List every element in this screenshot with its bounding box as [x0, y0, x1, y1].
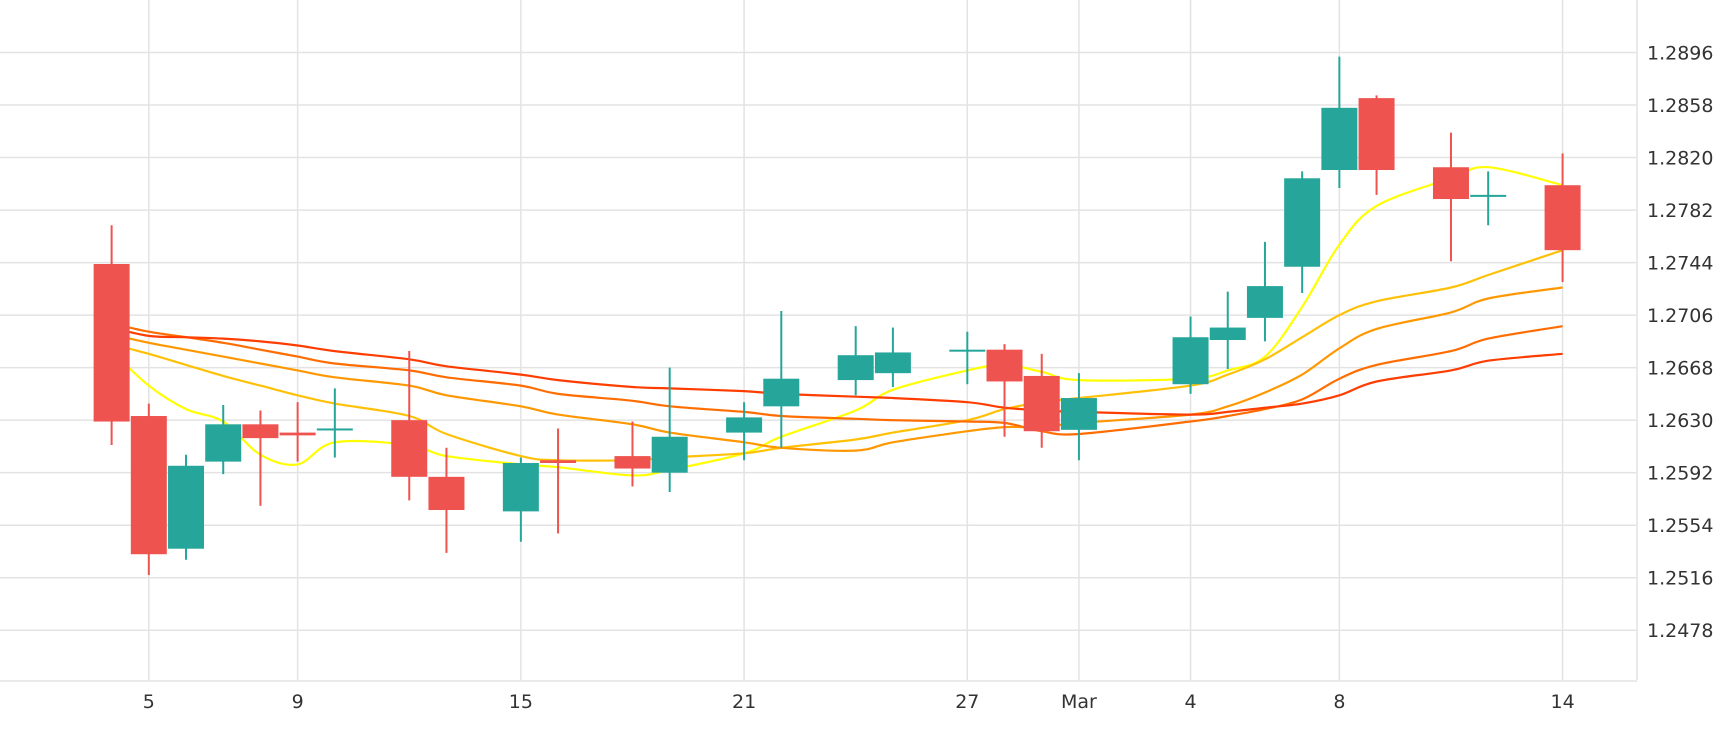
- candle-down: [1023, 353, 1060, 448]
- candle-up: [1246, 241, 1283, 342]
- y-axis: 1.2896 1.2858 1.2820 1.2782 1.2744 1.2706 1.26…: [1647, 43, 1713, 643]
- x-tick-label: 27: [955, 691, 979, 713]
- candle-up: [1284, 171, 1321, 294]
- y-tick-label: 1.2896: [1647, 43, 1713, 65]
- candle-down: [1544, 153, 1581, 282]
- candle-up: [837, 326, 874, 396]
- candle-up: [316, 388, 353, 458]
- x-tick-label: 4: [1184, 691, 1196, 713]
- candle-up: [205, 404, 242, 475]
- candle-up: [949, 331, 986, 385]
- candle-body: [614, 456, 651, 469]
- candle-up: [726, 402, 763, 461]
- candle-body: [130, 416, 167, 555]
- candle-body: [242, 424, 279, 439]
- candle-body: [1060, 398, 1097, 430]
- candle-down: [986, 344, 1023, 437]
- y-tick-label: 1.2820: [1647, 148, 1713, 170]
- candle-body: [949, 349, 986, 352]
- candle-down: [130, 403, 167, 575]
- candle-down: [614, 421, 651, 487]
- candle-body: [428, 476, 465, 510]
- candle-down: [93, 225, 130, 446]
- candle-body: [1023, 375, 1060, 432]
- x-tick-label: 9: [292, 691, 304, 713]
- candle-body: [1246, 286, 1283, 318]
- x-axis: 5 9 15 21 27 Mar 4 8 14: [143, 691, 1575, 713]
- grid: [0, 0, 1637, 680]
- candle-body: [1470, 194, 1507, 197]
- candle-body: [874, 352, 911, 374]
- candle-body: [837, 355, 874, 381]
- ma-line-4: [111, 322, 1563, 436]
- y-tick-label: 1.2782: [1647, 200, 1713, 222]
- candle-down: [1432, 132, 1469, 262]
- candle-body: [205, 424, 242, 462]
- candle-body: [1172, 337, 1209, 385]
- candle-up: [651, 367, 688, 493]
- y-tick-label: 1.2858: [1647, 95, 1713, 117]
- candle-body: [1284, 178, 1321, 267]
- candle-body: [763, 378, 800, 407]
- candle-up: [1060, 373, 1097, 461]
- y-tick-label: 1.2668: [1647, 358, 1713, 380]
- candle-up: [1209, 291, 1246, 370]
- candle-body: [1321, 107, 1358, 170]
- candle-body: [391, 420, 428, 477]
- y-tick-label: 1.2630: [1647, 410, 1713, 432]
- candle-up: [874, 327, 911, 387]
- candle-body: [540, 460, 577, 464]
- y-tick-label: 1.2478: [1647, 620, 1713, 642]
- candle-down: [391, 351, 428, 501]
- candle-down: [428, 447, 465, 553]
- candle-body: [986, 349, 1023, 382]
- candles: [93, 56, 1581, 575]
- x-tick-label: 21: [732, 691, 756, 713]
- ma-line-3: [111, 286, 1563, 452]
- y-tick-label: 1.2592: [1647, 463, 1713, 485]
- candle-up: [1470, 171, 1507, 226]
- y-tick-label: 1.2706: [1647, 305, 1713, 327]
- candle-body: [1432, 167, 1469, 200]
- candle-body: [316, 428, 353, 431]
- candle-body: [651, 436, 688, 473]
- candle-body: [1209, 327, 1246, 340]
- candle-up: [168, 454, 205, 560]
- candle-down: [540, 428, 577, 534]
- y-tick-label: 1.2744: [1647, 253, 1713, 275]
- candle-down: [242, 410, 279, 506]
- moving-average-lines: [110, 165, 1563, 477]
- candle-up: [1321, 56, 1358, 188]
- candle-body: [93, 263, 130, 422]
- ma-line-5: [111, 326, 1563, 416]
- candle-up: [1172, 316, 1209, 394]
- candle-down: [279, 402, 316, 462]
- x-tick-label: Mar: [1061, 691, 1097, 713]
- candle-up: [502, 457, 539, 542]
- candle-body: [726, 417, 763, 433]
- x-tick-label: 8: [1333, 691, 1345, 713]
- x-tick-label: 14: [1550, 691, 1574, 713]
- x-tick-label: 15: [509, 691, 533, 713]
- ma-line-2: [111, 249, 1563, 462]
- candle-body: [1358, 98, 1395, 170]
- ma-line-1: [110, 165, 1563, 477]
- x-tick-label: 5: [143, 691, 155, 713]
- y-tick-label: 1.2554: [1647, 515, 1713, 537]
- candle-body: [502, 463, 539, 512]
- candle-up: [763, 310, 800, 448]
- candle-body: [1544, 185, 1581, 251]
- candle-body: [168, 465, 205, 549]
- candle-body: [279, 432, 316, 436]
- candle-down: [1358, 95, 1395, 195]
- y-tick-label: 1.2516: [1647, 568, 1713, 590]
